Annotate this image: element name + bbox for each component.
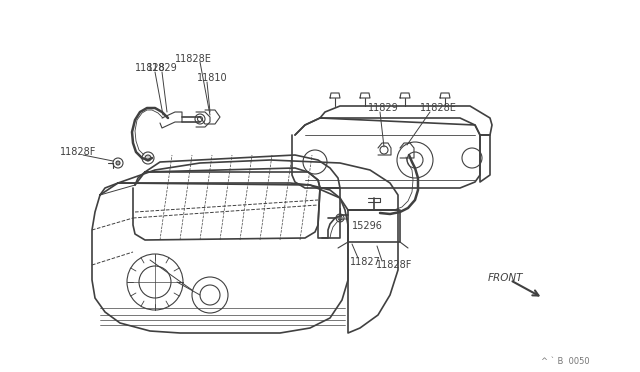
Circle shape [145, 155, 151, 161]
Text: 11828F: 11828F [376, 260, 412, 270]
Text: 11828E: 11828E [420, 103, 457, 113]
Text: 15296: 15296 [352, 221, 383, 231]
Text: 11810: 11810 [197, 73, 228, 83]
Text: 11828F: 11828F [60, 147, 97, 157]
Text: 11828E: 11828E [175, 54, 212, 64]
Text: ^ ` B  0050: ^ ` B 0050 [541, 357, 590, 366]
Text: 11828: 11828 [135, 63, 166, 73]
Circle shape [116, 161, 120, 165]
Text: 11829: 11829 [147, 63, 178, 73]
Text: 11829: 11829 [368, 103, 399, 113]
Text: FRONT: FRONT [488, 273, 524, 283]
Text: 11827: 11827 [350, 257, 381, 267]
